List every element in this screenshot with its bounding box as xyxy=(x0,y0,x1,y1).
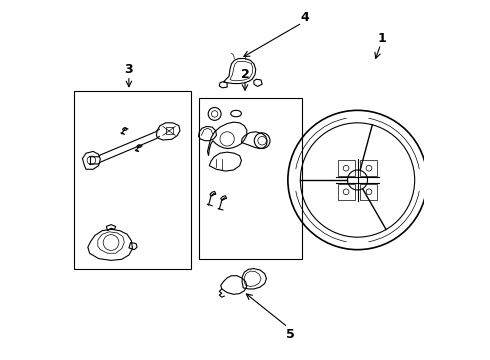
Text: 4: 4 xyxy=(301,11,309,24)
Bar xyxy=(74,91,192,269)
Text: 5: 5 xyxy=(286,328,295,341)
Bar xyxy=(198,98,302,258)
Text: 3: 3 xyxy=(124,63,133,76)
Text: 1: 1 xyxy=(377,32,386,45)
Text: 2: 2 xyxy=(241,68,249,81)
